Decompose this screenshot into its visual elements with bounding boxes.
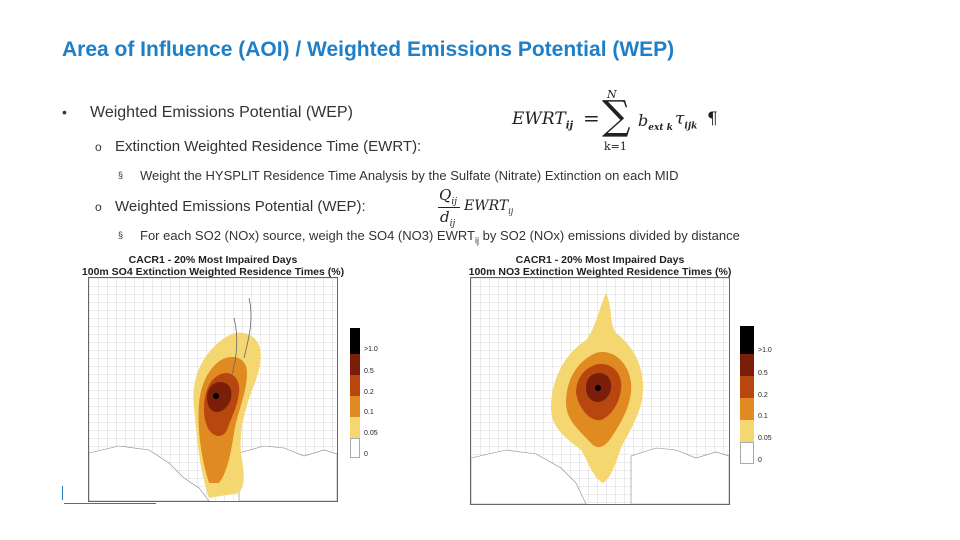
eq-tau: τ — [675, 109, 685, 129]
eq-lower: k=1 — [604, 140, 627, 153]
ewrt-equation: EWRTij = N ∑ k=1 bext k τijk ¶ — [512, 84, 742, 154]
wep-equation: Qij dij EWRTij — [436, 186, 546, 230]
map1-plume — [89, 278, 337, 501]
map2-legend-005: 0.05 — [758, 435, 772, 442]
colorbar-01 — [350, 396, 360, 417]
eq-lhs: EWRT — [512, 109, 566, 129]
map2-colorbar — [740, 326, 754, 464]
map1-title-line1: CACR1 - 20% Most Impaired Days — [128, 254, 298, 266]
eq-lhs-sub: ij — [565, 120, 574, 132]
bullet-marker: • — [62, 104, 67, 120]
map1-legend-01: 0.1 — [364, 409, 374, 416]
footer-accent-line — [64, 503, 156, 504]
eq-equals: = — [583, 106, 600, 130]
colorbar-02 — [350, 375, 360, 396]
bullet-wep-heading: • Weighted Emissions Potential (WEP) — [62, 104, 353, 122]
map2-title-line1: CACR1 - 20% Most Impaired Days — [515, 254, 685, 266]
map1-legend-05: 0.5 — [364, 368, 374, 375]
eq-upper: N — [607, 88, 617, 101]
map2-title: CACR1 - 20% Most Impaired Days 100m NO3 … — [450, 254, 750, 278]
bullet-marker: o — [95, 200, 102, 214]
map1-frame — [88, 277, 338, 502]
footer-accent-bar — [62, 486, 63, 500]
map2-frame — [470, 277, 730, 505]
bullet-wep-detail: § For each SO2 (NOx) source, weigh the SO… — [118, 228, 740, 246]
map2-legend-0: 0 — [758, 457, 762, 464]
colorbar-05 — [350, 354, 360, 375]
bullet-wep: o Weighted Emissions Potential (WEP): — [95, 198, 366, 215]
colorbar-005 — [350, 417, 360, 438]
eq2-term-sub: ij — [508, 206, 514, 216]
colorbar-05 — [740, 354, 754, 376]
map1-legend-005: 0.05 — [364, 430, 378, 437]
eq2-num-sub: ij — [451, 197, 457, 207]
map1-legend-02: 0.2 — [364, 389, 374, 396]
colorbar-gt1 — [350, 328, 360, 354]
eq2-term: EWRT — [464, 198, 509, 214]
map1-title-line2: 100m SO4 Extinction Weighted Residence T… — [81, 266, 345, 278]
bullet-text: Extinction Weighted Residence Time (EWRT… — [115, 138, 422, 155]
eq2-num: Q — [439, 186, 452, 204]
map1-title: CACR1 - 20% Most Impaired Days 100m SO4 … — [68, 254, 358, 278]
colorbar-005 — [740, 420, 754, 442]
colorbar-gt1 — [740, 326, 754, 354]
map2-title-line2: 100m NO3 Extinction Weighted Residence T… — [468, 266, 732, 278]
slide-title: Area of Influence (AOI) / Weighted Emiss… — [62, 38, 675, 61]
eq-term-sub: ext k — [648, 123, 673, 134]
map2-legend-05: 0.5 — [758, 370, 768, 377]
colorbar-0 — [350, 438, 360, 458]
map1-legend-0: 0 — [364, 451, 368, 458]
bullet-text-pre: For each SO2 (NOx) source, weigh the SO4… — [140, 228, 475, 243]
bullet-text: Weighted Emissions Potential (WEP): — [115, 198, 366, 215]
bullet-text: Weight the HYSPLIT Residence Time Analys… — [140, 168, 679, 183]
bullet-ewrt-detail: § Weight the HYSPLIT Residence Time Analy… — [118, 168, 679, 183]
map1-colorbar — [350, 328, 360, 458]
bullet-text: Weighted Emissions Potential (WEP) — [90, 104, 353, 121]
eq-term: b — [638, 111, 649, 130]
bullet-text-sub: ij — [474, 235, 479, 246]
eq2-den: d — [440, 208, 450, 226]
eq-tau-sub: ijk — [684, 121, 698, 132]
eq-sigma: ∑ — [602, 93, 631, 139]
bullet-ewrt: o Extinction Weighted Residence Time (EWR… — [95, 138, 421, 155]
eq2-den-sub: ij — [449, 219, 456, 229]
bullet-marker: § — [118, 230, 124, 240]
colorbar-01 — [740, 398, 754, 420]
eq2-fraction-bar — [438, 207, 460, 208]
bullet-marker: § — [118, 170, 124, 180]
map2-legend-gt1: >1.0 — [758, 347, 772, 354]
bullet-marker: o — [95, 140, 102, 154]
colorbar-0 — [740, 442, 754, 464]
colorbar-02 — [740, 376, 754, 398]
map2-plume — [471, 278, 729, 504]
bullet-text-post: by SO2 (NOx) emissions divided by distan… — [478, 228, 740, 243]
map1-legend-gt1: >1.0 — [364, 346, 378, 353]
map2-legend-01: 0.1 — [758, 413, 768, 420]
eq-pilcrow: ¶ — [707, 109, 718, 129]
map2-legend-02: 0.2 — [758, 392, 768, 399]
